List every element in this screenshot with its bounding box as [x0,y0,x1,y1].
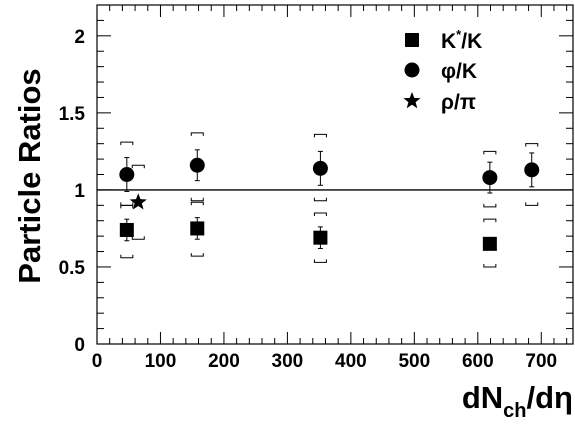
sys-bracket-high [313,212,327,217]
sys-bracket-high [120,141,134,146]
stat-errorbars [124,149,535,249]
square-data-point [313,230,328,245]
square-data-point [119,222,134,237]
x-tick-label: 700 [525,351,557,372]
sys-bracket-low [313,197,327,202]
sys-bracket-low [483,203,497,208]
x-tick-label: 0 [92,351,103,372]
ticks: 0 100 200 300 400 500 600 700 0 0.5 1 1.5 2 [59,4,573,372]
y-tick-label: 1.5 [59,104,86,125]
x-tick-label: 500 [398,351,430,372]
square-data-point [190,221,205,236]
sys-bracket-high [525,143,539,147]
circle-data-point [524,162,540,178]
markers [119,157,540,251]
sys-bracket-high [190,132,204,136]
x-tick-label: 300 [272,351,304,372]
sys-bracket-low [131,236,145,240]
sys-bracket-high [190,201,204,206]
legend-marker-square [405,33,419,47]
circle-data-point [312,160,328,176]
x-axis-title: dNch/dη [462,380,573,422]
x-tick-label: 200 [208,351,240,372]
y-axis-title: Particle Ratios [12,68,47,283]
legend-label: φ/K [441,60,477,83]
legend-label: K*/K [441,27,482,53]
systematic-brackets [120,132,539,268]
legend-label: ρ/π [441,91,476,114]
sys-bracket-low [120,254,134,259]
sys-bracket-low [120,202,134,206]
y-tick-label: 0 [74,335,85,356]
legend-marker-circle [404,62,420,78]
axes [96,4,574,345]
sys-bracket-high [483,150,497,155]
sys-bracket-low [190,253,204,257]
star-data-point [129,193,147,210]
legend: K*/K φ/K ρ/π [403,27,482,114]
y-tick-label: 0.5 [59,258,86,279]
sys-bracket-low [313,259,327,263]
sys-bracket-high [313,133,327,138]
circle-data-point [119,167,135,182]
legend-marker-star [403,92,421,109]
sys-bracket-low [525,202,539,206]
plot-frame [96,4,574,345]
sys-bracket-low [483,263,497,268]
circle-data-point [189,157,205,173]
x-tick-label: 600 [462,351,494,372]
sys-bracket-high [483,218,497,223]
y-tick-label: 1 [74,181,85,202]
circle-data-point [482,170,498,186]
square-data-point [482,236,497,251]
sys-bracket-high [131,164,145,169]
sys-bracket-low [190,197,204,202]
y-tick-label: 2 [74,27,85,48]
x-tick-label: 400 [335,351,367,372]
x-tick-label: 100 [145,351,177,372]
